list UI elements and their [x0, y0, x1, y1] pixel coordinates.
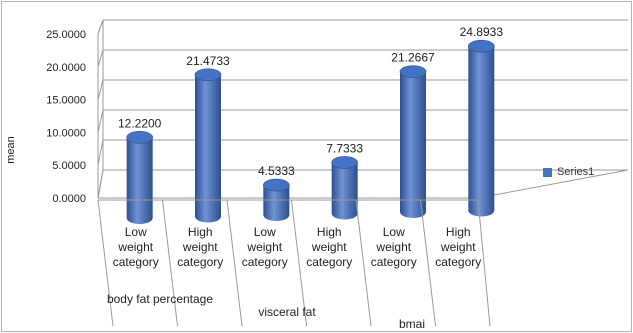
group-label: body fat percentage — [107, 292, 213, 306]
y-tick-labels: 0.0000 5.0000 10.0000 15.0000 20.0000 25.0000 — [46, 29, 86, 205]
y-tick-label: 25.0000 — [46, 29, 86, 41]
bar-top — [126, 131, 153, 144]
group-label: visceral fat — [258, 305, 316, 319]
data-labels: 12.2200 21.4733 4.5333 7.7333 21.2667 24.8933 — [118, 25, 503, 178]
legend: Series1 — [543, 166, 594, 178]
legend-swatch-series1 — [543, 167, 552, 177]
bar-top — [399, 65, 427, 78]
category-divider — [420, 199, 436, 327]
bars — [126, 39, 495, 224]
gridline-left — [97, 169, 104, 199]
category-label: category — [435, 255, 481, 269]
gridline-left — [97, 19, 104, 35]
legend-label-series1: Series1 — [557, 166, 595, 178]
gridline-left — [97, 139, 104, 166]
data-label: 7.7333 — [326, 141, 363, 155]
category-label: category — [242, 255, 288, 269]
category-label: Low — [125, 225, 147, 239]
data-label: 21.4733 — [186, 54, 230, 68]
category-label: weight — [117, 240, 153, 254]
y-tick-label: 0.0000 — [52, 193, 86, 205]
category-label: High — [188, 225, 213, 239]
category-label: weight — [375, 240, 411, 254]
category-label: category — [177, 255, 223, 269]
group-labels: body fat percentage visceral fat bmai — [107, 292, 425, 331]
category-divider — [226, 199, 243, 327]
category-label: weight — [311, 240, 347, 254]
y-tick-label: 15.0000 — [46, 95, 86, 107]
category-divider — [162, 199, 178, 327]
category-label: category — [113, 255, 159, 269]
data-label: 24.8933 — [460, 25, 504, 39]
category-label: weight — [182, 240, 218, 254]
bar — [468, 39, 495, 217]
bar-top — [194, 68, 222, 82]
bar-body — [126, 137, 153, 224]
y-tick-label: 5.0000 — [52, 160, 86, 172]
bar-top — [331, 156, 358, 169]
bar-top — [468, 39, 495, 53]
category-divider — [291, 199, 307, 327]
gridline-left — [97, 49, 104, 67]
bar — [331, 156, 358, 220]
bar — [263, 178, 290, 222]
y-axis-label: mean — [5, 136, 17, 164]
bar — [399, 65, 427, 219]
category-label: Low — [254, 225, 276, 239]
gridlines — [97, 19, 628, 199]
category-label: weight — [246, 240, 282, 254]
bar-body — [400, 71, 426, 219]
category-label: category — [371, 255, 417, 269]
category-label: category — [306, 255, 352, 269]
bar-body — [263, 185, 290, 222]
data-label: 12.2200 — [118, 116, 162, 130]
group-label: bmai — [399, 317, 425, 331]
y-tick-label: 10.0000 — [46, 127, 86, 139]
bar-body — [195, 74, 221, 223]
data-label: 4.5333 — [258, 164, 295, 178]
bar — [194, 68, 222, 223]
category-divider — [355, 199, 372, 327]
category-label: High — [317, 225, 342, 239]
y-tick-label: 20.0000 — [46, 62, 86, 74]
gridline-left — [97, 109, 104, 133]
category-label: weight — [440, 240, 476, 254]
data-label: 21.2667 — [391, 51, 435, 65]
bar — [126, 131, 153, 224]
category-labels: LowweightcategoryHighweightcategoryLowwe… — [97, 199, 491, 327]
bar-top — [263, 178, 290, 192]
category-label: Low — [383, 225, 405, 239]
gridline-left — [97, 79, 104, 100]
bar-body — [468, 46, 495, 217]
category-label: High — [446, 225, 471, 239]
category-divider — [97, 199, 114, 327]
bar-body — [331, 162, 358, 220]
